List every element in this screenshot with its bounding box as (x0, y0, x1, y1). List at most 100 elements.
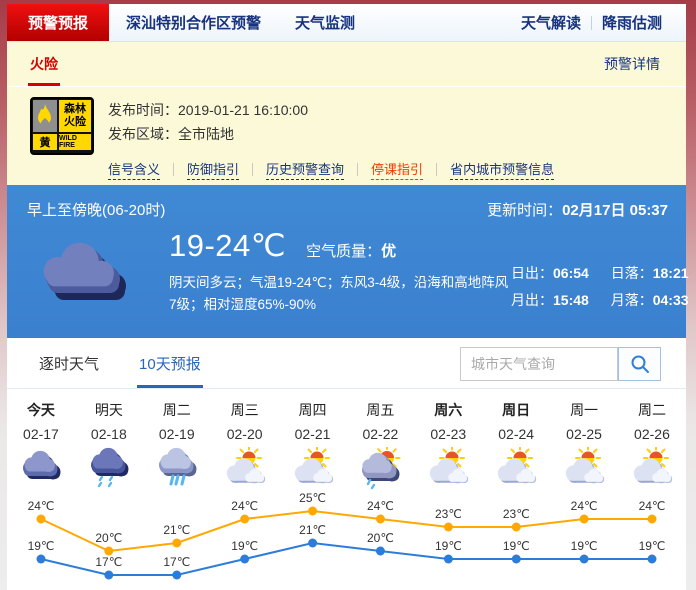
top-nav-tabs: 预警预报 深汕特别合作区预警 天气监测 (7, 4, 372, 41)
badge-title: 森林火险 (59, 100, 91, 132)
svg-text:19℃: 19℃ (503, 539, 530, 553)
alert-category-fire-risk[interactable]: 火险 (28, 56, 60, 86)
day-name: 周五 (366, 402, 395, 418)
link-province-city-warnings[interactable]: 省内城市预警信息 (450, 159, 555, 180)
svg-text:23℃: 23℃ (435, 507, 462, 521)
tab-hourly-weather[interactable]: 逐时天气 (39, 356, 100, 373)
day-name: 周二 (637, 402, 666, 418)
badge-level: 黄 (33, 134, 57, 150)
temperature-range: 19-24℃ (169, 228, 287, 263)
day-date: 02-23 (430, 426, 467, 442)
weather-icon-partly-cloudy (414, 447, 482, 491)
day-name: 今天 (26, 402, 55, 418)
forecast-day-column[interactable]: 周二 02-26 (618, 399, 686, 491)
forecast-tab-bar: 逐时天气 10天预报 (7, 338, 686, 389)
day-date: 02-26 (634, 426, 670, 442)
day-date: 02-17 (23, 426, 59, 442)
svg-text:24℃: 24℃ (231, 499, 258, 513)
forecast-period: 早上至傍晚(06-20时) (27, 202, 166, 219)
update-time-value: 02月17日 05:37 (562, 202, 668, 219)
svg-text:20℃: 20℃ (95, 531, 122, 545)
day-date: 02-20 (226, 426, 263, 442)
forecast-day-column[interactable]: 周六 02-23 (414, 399, 482, 491)
link-class-suspension-guide[interactable]: 停课指引 (371, 159, 424, 180)
forecast-day-column[interactable]: 周一 02-25 (550, 399, 618, 491)
air-quality-value: 优 (381, 243, 397, 260)
day-date: 02-18 (90, 426, 127, 442)
day-name: 周六 (434, 402, 463, 418)
forecast-days-row: 今天 02-17 明天 02-18 周二 02-19 周三 02-20 周四 02-21 周五 02-… (7, 399, 686, 491)
divider (173, 163, 175, 176)
weather-icon-partly-cloudy (482, 447, 550, 491)
forecast-day-column[interactable]: 周三 02-20 (211, 399, 279, 491)
weather-icon-partly-cloudy (618, 447, 686, 491)
publish-area-row: 发布区域：全市陆地 (108, 122, 554, 146)
search-input[interactable] (460, 347, 618, 381)
svg-text:19℃: 19℃ (571, 539, 598, 553)
weather-icon-partly-cloudy (211, 447, 279, 491)
tab-warning-forecast[interactable]: 预警预报 (7, 4, 110, 41)
svg-text:19℃: 19℃ (435, 539, 462, 553)
forecast-day-column[interactable]: 周日 02-24 (482, 399, 550, 491)
day-date: 02-25 (566, 426, 602, 442)
day-date: 02-22 (362, 426, 399, 442)
sun-moon-times: 日出：06:54 日落：18:21 月出：15:48 月落：04:33 (511, 228, 689, 317)
weather-icon-heavy-rain (143, 447, 211, 491)
badge-level-en: WILD FIRE (59, 134, 91, 150)
forecast-day-column[interactable]: 今天 02-17 (7, 399, 75, 491)
day-name: 周二 (162, 402, 191, 418)
search-button[interactable] (618, 347, 661, 381)
svg-text:19℃: 19℃ (231, 539, 258, 553)
tab-weather-monitoring[interactable]: 天气监测 (295, 15, 356, 32)
tab-10day-forecast[interactable]: 10天预报 (137, 353, 203, 388)
current-weather-panel: 早上至傍晚(06-20时) 更新时间：02月17日 05:37 (7, 185, 689, 338)
forecast-day-column[interactable]: 周四 02-21 (279, 399, 347, 491)
forecast-day-column[interactable]: 周五 02-22 (346, 399, 414, 491)
day-name: 明天 (94, 402, 123, 418)
svg-text:23℃: 23℃ (503, 507, 530, 521)
day-name: 周日 (502, 402, 531, 418)
alert-detail-panel: 森林火险 黄 WILD FIRE 发布时间：2019-01-21 16:10:0… (7, 86, 686, 185)
temperature-line-chart: 24℃ 20℃ 21℃ 24℃ 25℃ 24℃ 23℃ 23℃ 24℃ 24℃ 19℃ 17℃ 17℃ 1… (28, 491, 666, 580)
tab-shenshan-zone-warning[interactable]: 深汕特别合作区预警 (126, 15, 262, 32)
link-history-warning-query[interactable]: 历史预警查询 (266, 159, 345, 180)
svg-text:24℃: 24℃ (639, 499, 666, 513)
weather-icon-overcast (7, 447, 75, 491)
svg-text:19℃: 19℃ (28, 539, 55, 553)
publish-time-label: 发布时间： (108, 102, 178, 118)
air-quality: 空气质量：优 (306, 240, 396, 261)
link-weather-interpretation[interactable]: 天气解读 (520, 15, 581, 32)
moonset: 月落：04:33 (610, 292, 689, 308)
day-name: 周三 (230, 402, 259, 418)
link-defense-guide[interactable]: 防御指引 (187, 159, 240, 180)
top-nav: 预警预报 深汕特别合作区预警 天气监测 天气解读 降雨估测 (7, 4, 686, 42)
svg-text:20℃: 20℃ (367, 531, 394, 545)
alert-detail-link[interactable]: 预警详情 (604, 56, 660, 72)
overcast-cloud-icon (35, 234, 139, 317)
sunset: 日落：18:21 (610, 265, 689, 281)
weather-icon-sun-shower (346, 447, 414, 491)
sunrise: 日出：06:54 (511, 265, 589, 281)
update-time-label: 更新时间： (487, 202, 563, 219)
svg-text:24℃: 24℃ (571, 499, 598, 513)
flame-icon (33, 100, 57, 132)
day-name: 周一 (570, 402, 599, 418)
divider (436, 163, 438, 176)
forecast-day-column[interactable]: 周二 02-19 (143, 399, 211, 491)
link-rainfall-estimation[interactable]: 降雨估测 (601, 15, 662, 32)
alert-links-row: 信号含义 防御指引 历史预警查询 停课指引 省内城市预警信息 (108, 159, 555, 180)
publish-time-value: 2019-01-21 16:10:00 (178, 102, 308, 118)
forecast-day-column[interactable]: 明天 02-18 (75, 399, 143, 491)
update-time: 更新时间：02月17日 05:37 (487, 199, 668, 220)
city-weather-search (460, 347, 661, 381)
weather-icon-rain (75, 447, 143, 491)
publish-area-value: 全市陆地 (178, 126, 234, 142)
moonrise: 月出：15:48 (511, 292, 589, 308)
weather-description: 阴天间多云；气温19-24℃；东风3-4级，沿海和高地阵风7级；相对湿度65%-… (169, 275, 509, 313)
link-signal-meaning[interactable]: 信号含义 (108, 159, 161, 180)
divider (357, 163, 359, 176)
svg-text:21℃: 21℃ (299, 523, 326, 537)
weather-widget: 预警预报 深汕特别合作区预警 天气监测 天气解读 降雨估测 火险 预警详情 森林… (7, 4, 689, 590)
top-nav-links: 天气解读 降雨估测 (511, 4, 686, 41)
search-icon (631, 355, 649, 373)
